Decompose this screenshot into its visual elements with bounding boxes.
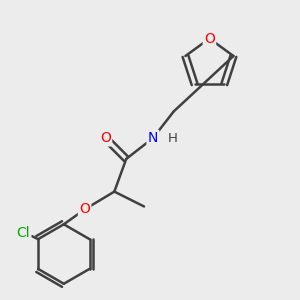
Text: O: O [79, 202, 90, 216]
Text: N: N [148, 131, 158, 145]
Text: O: O [204, 32, 215, 46]
Text: Cl: Cl [16, 226, 30, 240]
Text: H: H [167, 132, 177, 145]
Text: O: O [100, 131, 111, 145]
